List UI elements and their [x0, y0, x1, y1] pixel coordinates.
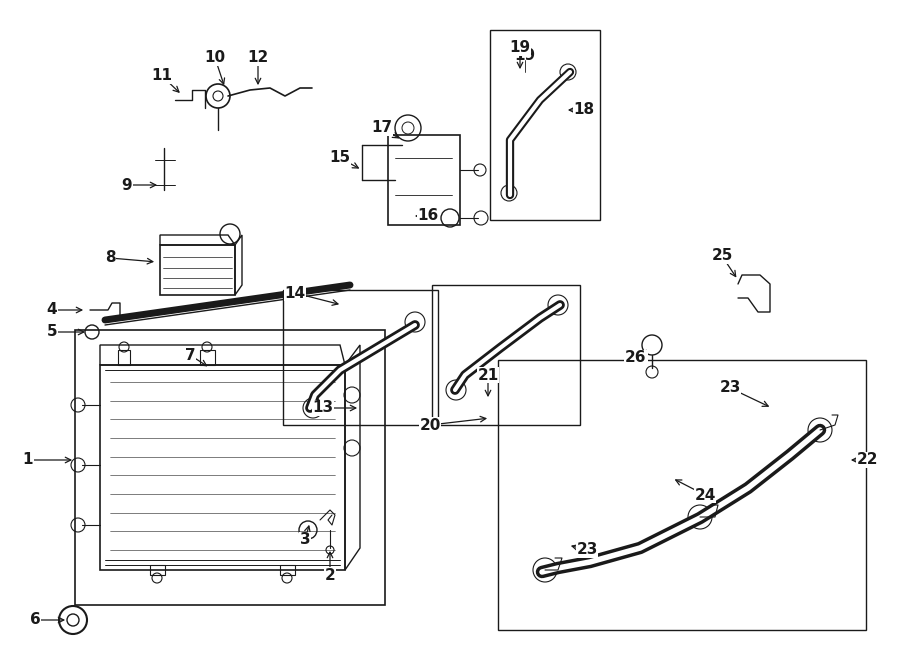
Text: 3: 3 — [300, 532, 310, 547]
Text: 12: 12 — [248, 50, 268, 66]
Text: 16: 16 — [418, 209, 438, 224]
Text: 23: 23 — [576, 542, 598, 557]
Text: 23: 23 — [719, 381, 741, 395]
Text: 21: 21 — [477, 367, 499, 383]
Text: 9: 9 — [122, 177, 132, 193]
Text: 7: 7 — [184, 348, 195, 363]
Text: 2: 2 — [325, 567, 336, 583]
Bar — [283, 290, 438, 425]
Bar — [432, 285, 580, 425]
Text: 8: 8 — [104, 250, 115, 265]
Text: 4: 4 — [47, 303, 58, 318]
Text: 14: 14 — [284, 285, 306, 301]
Text: 19: 19 — [515, 48, 536, 62]
Text: 22: 22 — [857, 453, 878, 467]
Bar — [498, 360, 866, 630]
Text: 25: 25 — [711, 248, 733, 263]
Bar — [490, 30, 600, 220]
Text: 1: 1 — [22, 453, 33, 467]
Text: 24: 24 — [694, 487, 716, 502]
Text: 5: 5 — [47, 324, 58, 340]
Text: 17: 17 — [372, 120, 392, 136]
Text: 18: 18 — [573, 103, 595, 117]
Text: 11: 11 — [151, 68, 173, 83]
Bar — [75, 330, 385, 605]
Text: 10: 10 — [204, 50, 226, 66]
Text: 15: 15 — [329, 150, 351, 166]
Text: 19: 19 — [509, 40, 531, 56]
Text: 13: 13 — [312, 401, 334, 416]
Text: 20: 20 — [419, 418, 441, 432]
Text: 6: 6 — [30, 612, 40, 628]
Text: 26: 26 — [626, 350, 647, 365]
